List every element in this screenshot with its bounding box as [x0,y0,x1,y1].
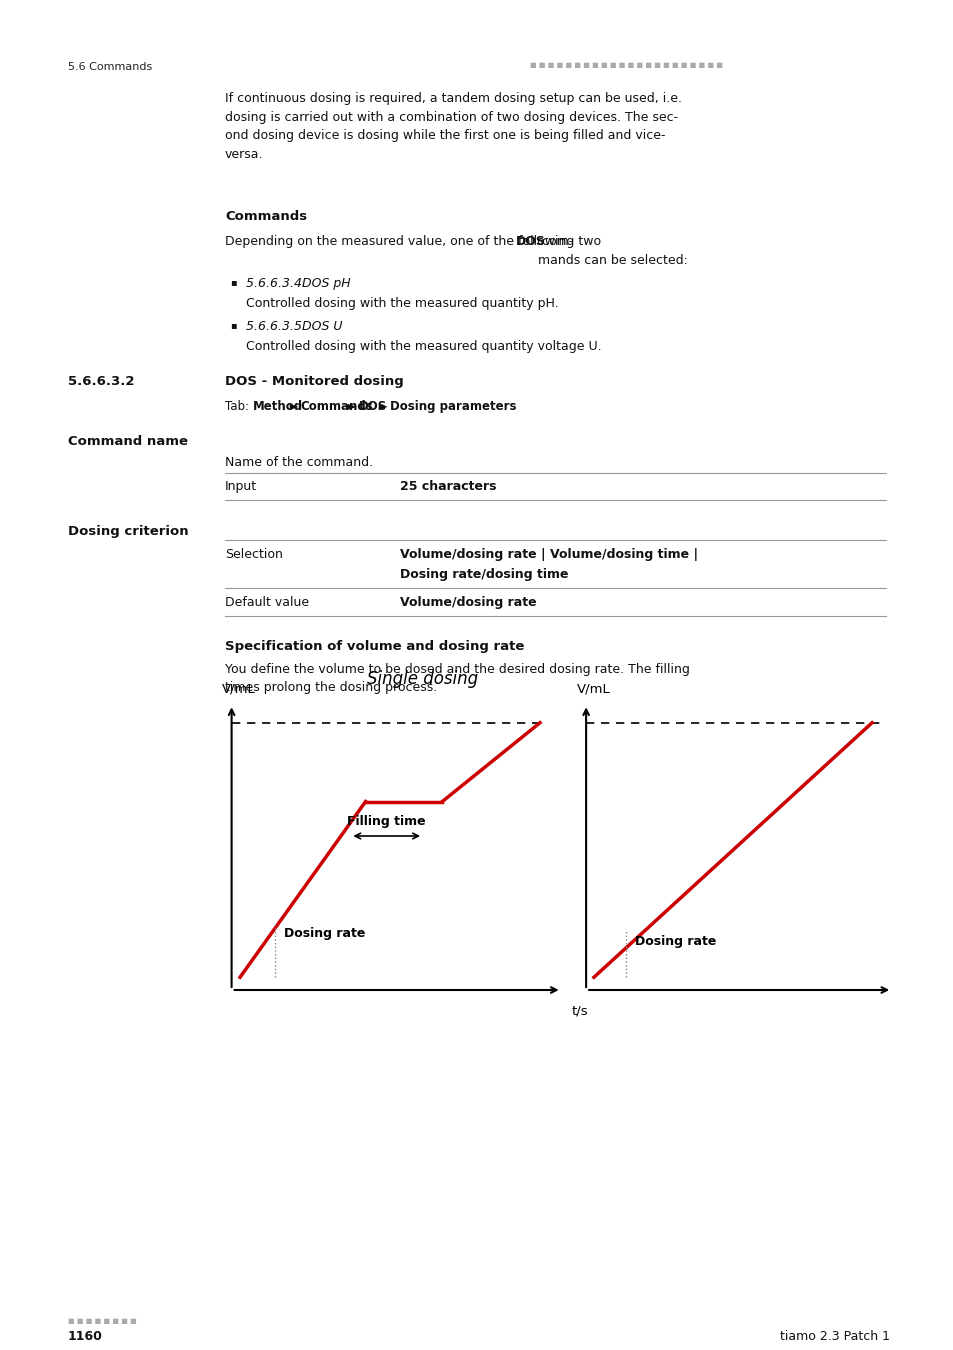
Text: t/s: t/s [571,1004,587,1017]
Text: Command name: Command name [68,435,188,448]
Text: Input: Input [225,481,257,493]
Text: com-
mands can be selected:: com- mands can be selected: [537,235,687,266]
Text: Commands: Commands [225,211,307,223]
Text: Specification of volume and dosing rate: Specification of volume and dosing rate [225,640,524,653]
Text: Depending on the measured value, one of the following two: Depending on the measured value, one of … [225,235,604,248]
Text: ■ ■ ■ ■ ■ ■ ■ ■ ■ ■ ■ ■ ■ ■ ■ ■ ■ ■ ■ ■ ■ ■: ■ ■ ■ ■ ■ ■ ■ ■ ■ ■ ■ ■ ■ ■ ■ ■ ■ ■ ■ ■ … [530,62,722,68]
Text: Selection: Selection [225,548,283,562]
Text: ▪: ▪ [230,277,236,288]
Text: Single dosing: Single dosing [367,670,478,687]
Text: 5.6.6.3.4DOS pH: 5.6.6.3.4DOS pH [246,277,351,290]
Text: ■ ■ ■ ■ ■ ■ ■ ■: ■ ■ ■ ■ ■ ■ ■ ■ [68,1318,136,1324]
Text: 1160: 1160 [68,1330,103,1343]
Text: Dosing rate: Dosing rate [635,936,716,948]
Text: ►: ► [344,400,360,413]
Text: tiamo 2.3 Patch 1: tiamo 2.3 Patch 1 [780,1330,889,1343]
Text: You define the volume to be dosed and the desired dosing rate. The filling
times: You define the volume to be dosed and th… [225,663,689,694]
Text: DOS - Monitored dosing: DOS - Monitored dosing [225,375,403,387]
Text: Controlled dosing with the measured quantity pH.: Controlled dosing with the measured quan… [246,297,558,310]
Text: Dosing criterion: Dosing criterion [68,525,189,539]
Text: Dosing rate: Dosing rate [284,926,365,940]
Text: 5.6.6.3.2: 5.6.6.3.2 [68,375,134,387]
Text: 5.6.6.3.5DOS U: 5.6.6.3.5DOS U [246,320,342,333]
Text: ►: ► [286,400,302,413]
Text: Name of the command.: Name of the command. [225,456,373,468]
Text: Volume/dosing rate | Volume/dosing time |: Volume/dosing rate | Volume/dosing time … [399,548,698,562]
Text: ▪: ▪ [230,320,236,329]
Text: ►: ► [375,400,392,413]
Text: 25 characters: 25 characters [399,481,496,493]
Text: DOS: DOS [358,400,387,413]
Text: Filling time: Filling time [347,814,426,828]
Text: Tab:: Tab: [225,400,253,413]
Text: V/mL: V/mL [221,683,255,697]
Text: If continuous dosing is required, a tandem dosing setup can be used, i.e.
dosing: If continuous dosing is required, a tand… [225,92,681,161]
Text: Dosing rate/dosing time: Dosing rate/dosing time [399,568,568,580]
Text: Controlled dosing with the measured quantity voltage U.: Controlled dosing with the measured quan… [246,340,601,352]
Text: Commands: Commands [300,400,373,413]
Text: Volume/dosing rate: Volume/dosing rate [399,595,536,609]
Text: Method: Method [253,400,303,413]
Text: Tand: Tand [809,670,848,687]
Text: 5.6 Commands: 5.6 Commands [68,62,152,72]
Text: V/mL: V/mL [577,683,610,697]
Text: DOS: DOS [516,235,545,248]
Text: Default value: Default value [225,595,309,609]
Text: Dosing parameters: Dosing parameters [389,400,516,413]
